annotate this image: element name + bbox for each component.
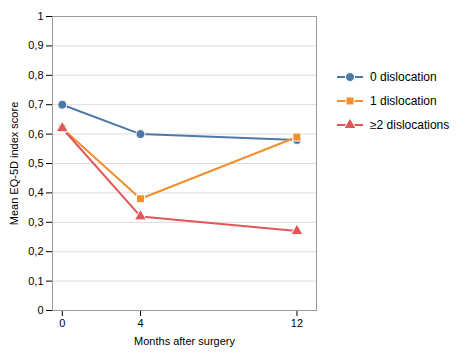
svg-text:0,7: 0,7 [28, 98, 43, 110]
html-text:≥2 dislocations: ≥2 dislocations [370, 118, 450, 132]
svg-text:0,8: 0,8 [28, 69, 43, 81]
svg-text:0,1: 0,1 [28, 275, 43, 287]
svg-text:Mean EQ-5D index score: Mean EQ-5D index score [8, 102, 20, 226]
svg-text:0,6: 0,6 [28, 128, 43, 140]
svg-text:0,5: 0,5 [28, 157, 43, 169]
svg-text:1: 1 [37, 10, 43, 22]
svg-text:0,3: 0,3 [28, 216, 43, 228]
svg-text:0: 0 [37, 304, 43, 316]
svg-text:0,4: 0,4 [28, 186, 43, 198]
svg-text:Months after surgery: Months after surgery [134, 335, 235, 347]
svg-text:0,2: 0,2 [28, 245, 43, 257]
html-text:0 dislocation: 0 dislocation [370, 70, 437, 84]
svg-text:4: 4 [137, 317, 143, 329]
html-text:1 dislocation: 1 dislocation [370, 94, 437, 108]
svg-text:12: 12 [291, 317, 303, 329]
svg-text:0: 0 [59, 317, 65, 329]
svg-text:0,9: 0,9 [28, 39, 43, 51]
